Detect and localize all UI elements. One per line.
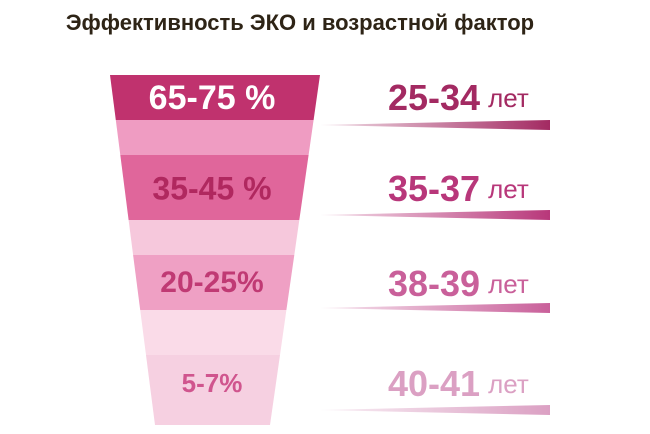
funnel-band bbox=[133, 255, 295, 310]
age-label: 25-34 bbox=[388, 77, 480, 118]
divider-line bbox=[320, 210, 550, 220]
funnel-band bbox=[115, 120, 314, 155]
rate-label: 5-7% bbox=[182, 368, 243, 398]
rate-label: 20-25% bbox=[160, 266, 263, 299]
funnel bbox=[110, 75, 320, 425]
age-unit: лет bbox=[488, 83, 529, 113]
divider-line bbox=[320, 120, 550, 130]
age-label: 38-39 bbox=[388, 263, 480, 304]
divider-line bbox=[320, 303, 550, 313]
age-row: 25-34 лет bbox=[388, 77, 529, 118]
funnel-band bbox=[110, 75, 320, 120]
rate-label: 65-75 % bbox=[149, 79, 276, 117]
age-row: 35-37 лет bbox=[388, 168, 529, 209]
age-label: 35-37 bbox=[388, 168, 480, 209]
age-unit: лет bbox=[488, 269, 529, 299]
funnel-band bbox=[120, 155, 309, 220]
age-row: 40-41 лет bbox=[388, 363, 529, 404]
age-unit: лет bbox=[488, 369, 529, 399]
title: Эффективность ЭКО и возрастной фактор bbox=[66, 10, 534, 35]
rate-label: 35-45 % bbox=[152, 170, 271, 206]
age-unit: лет bbox=[488, 174, 529, 204]
funnel-band bbox=[140, 310, 287, 355]
age-row: 38-39 лет bbox=[388, 263, 529, 304]
funnel-band bbox=[128, 220, 300, 255]
divider-line bbox=[320, 405, 550, 415]
funnel-band bbox=[146, 355, 280, 425]
age-label: 40-41 bbox=[388, 363, 480, 404]
